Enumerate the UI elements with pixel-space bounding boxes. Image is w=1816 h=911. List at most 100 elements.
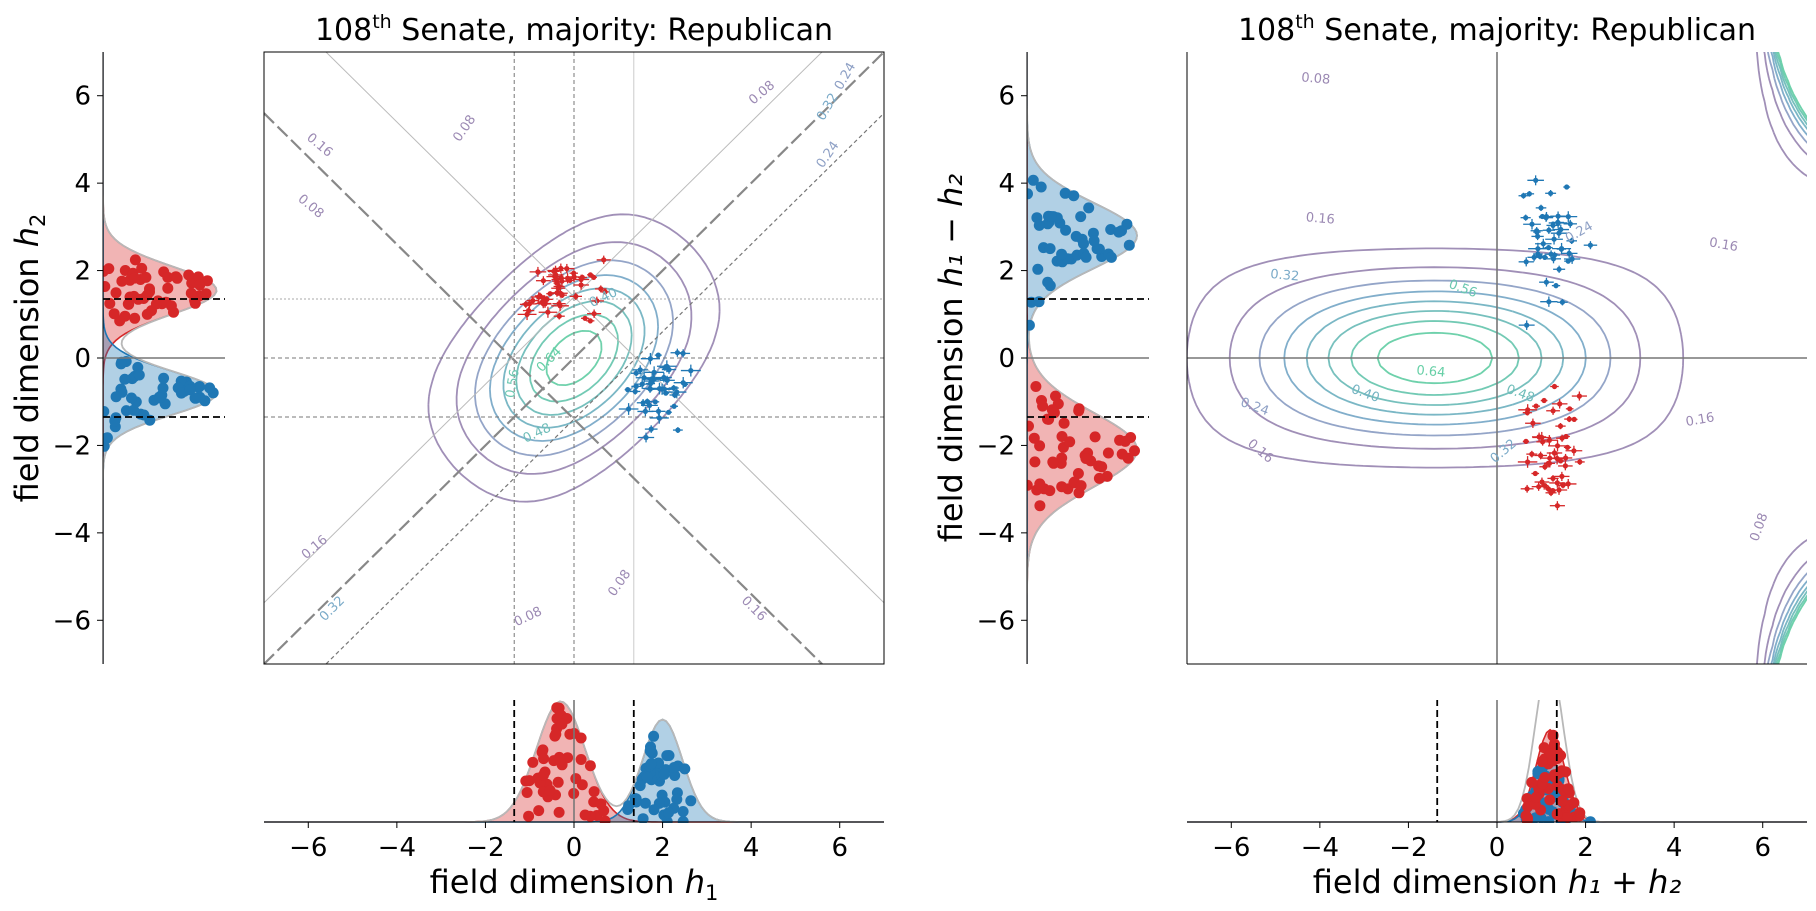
left-h2-marginal-point-democrat <box>157 382 169 394</box>
left-h2-marginal-point-democrat <box>194 381 206 392</box>
left-h1-marginal-point-democrat <box>661 750 673 762</box>
left-republican-point <box>578 282 584 288</box>
right-democrat-point <box>1558 226 1564 233</box>
right-sum-marginal-point-republican <box>1574 807 1586 819</box>
left-republican-point <box>555 285 561 291</box>
left-democrat-point <box>682 381 688 387</box>
right-democrat-point <box>1587 242 1593 248</box>
right-diff-marginal-point-democrat <box>1113 226 1125 238</box>
right-y-axis-label: field dimension h₁ − h₂ <box>932 174 970 543</box>
left-h2-marginal-point-democrat <box>110 391 122 403</box>
left-democrat-point <box>646 402 653 408</box>
right-democrat-point <box>1523 259 1529 265</box>
right-x-ticks: −6 −4 −2 0 2 4 6 <box>1212 822 1771 863</box>
right-sum-marginal-point-republican <box>1545 748 1557 760</box>
right-diff-marginal-point-democrat <box>1033 219 1045 231</box>
right-republican-point <box>1554 443 1561 449</box>
right-democrat-point <box>1524 322 1530 328</box>
right-republican-point <box>1566 416 1572 422</box>
right-diff-marginal-point-democrat <box>1035 181 1047 193</box>
left-democrat-point <box>644 398 650 405</box>
left-h2-marginal-point-democrat <box>103 440 110 452</box>
right-sum-marginal-point-republican <box>1536 756 1548 768</box>
right-x-tick-label: 2 <box>1577 833 1594 863</box>
left-h2-marginal-point-republican <box>116 275 128 287</box>
right-contour-label: 0.16 <box>1305 210 1335 227</box>
right-diff-marginal-point-democrat <box>1044 243 1056 255</box>
left-h2-marginal-point-republican <box>140 271 152 283</box>
left-h2-marginal-point-republican <box>110 287 122 299</box>
right-republican-point <box>1529 451 1535 457</box>
left-h2-marginal-point-republican <box>129 272 141 284</box>
left-x-tick-label: 0 <box>566 833 583 863</box>
left-h1-marginal-point-republican <box>527 756 539 768</box>
right-republican-point <box>1524 486 1530 492</box>
right-diff-marginal-point-democrat <box>1088 235 1100 247</box>
left-democrat-point <box>648 426 654 432</box>
left-h2-marginal-point-republican <box>129 254 141 266</box>
left-h1-marginal-point-democrat <box>677 806 689 817</box>
right-democrat-point <box>1569 238 1575 244</box>
right-diff-marginal-point-democrat <box>1075 211 1087 223</box>
right-republican-point <box>1554 455 1560 462</box>
left-guide-lines <box>264 52 884 664</box>
left-h1-marginal-point-democrat <box>669 770 681 781</box>
right-republican-point <box>1540 439 1546 445</box>
left-h1-marginal-point-republican <box>538 753 550 765</box>
right-diff-marginal-point-republican <box>1056 431 1068 442</box>
left-h2-marginal-point-republican <box>165 300 177 312</box>
right-contour-label: 0.24 <box>1238 395 1270 419</box>
right-sum-marginal-point-republican <box>1562 783 1574 795</box>
right-diff-marginal-point-democrat <box>1045 211 1057 222</box>
left-h2-marginal-point-republican <box>150 298 162 310</box>
right-diff-marginal-point-republican <box>1027 420 1034 432</box>
left-democrat-point <box>647 386 653 392</box>
left-x-tick-label: −6 <box>289 833 327 863</box>
left-democrat-point <box>661 374 667 381</box>
left-h2-marginal-point-democrat <box>133 369 145 381</box>
left-democrat-point <box>643 434 649 441</box>
left-marginal-h1-content <box>264 700 884 823</box>
right-democrat-point <box>1559 299 1565 305</box>
left-h1-marginal-point-democrat <box>645 758 657 770</box>
right-contour-label: 0.16 <box>1244 436 1276 466</box>
left-h1-marginal-point-republican <box>570 773 582 785</box>
left-republican-point <box>557 290 564 296</box>
right-democrat-point <box>1543 279 1549 285</box>
left-h1-marginal-point-democrat <box>622 804 634 815</box>
right-democrat-point <box>1534 229 1540 235</box>
right-diff-marginal-point-republican <box>1027 479 1033 491</box>
right-diff-marginal-point-republican <box>1044 485 1056 497</box>
left-democrat-point <box>656 415 662 421</box>
left-democrat-point <box>652 399 658 405</box>
left-h2-marginal-point-republican <box>185 287 197 299</box>
right-republican-point <box>1576 393 1582 399</box>
right-contour-level-2 <box>1228 52 1807 664</box>
left-republican-point <box>601 257 607 263</box>
right-x-tick-label: −2 <box>1389 833 1427 863</box>
left-h1-marginal-point-democrat <box>637 813 649 823</box>
right-republican-point <box>1523 438 1529 444</box>
left-republican-point <box>557 303 563 309</box>
left-h1-marginal-point-republican <box>579 809 591 821</box>
left-h1-marginal-point-republican <box>575 754 587 765</box>
left-y-tick-label: 6 <box>74 82 91 112</box>
left-republican-point <box>535 269 541 275</box>
left-x-tick-label: 6 <box>831 833 848 863</box>
right-contour-label: 0.32 <box>1270 267 1300 284</box>
right-republican-point <box>1551 450 1558 456</box>
right-y-tick-label: −4 <box>977 519 1015 549</box>
right-diff-marginal-point-republican <box>1050 390 1061 402</box>
left-h1-marginal-point-republican <box>584 760 596 772</box>
left-h2-marginal-point-republican <box>200 288 212 300</box>
right-marginal-diff-content <box>1027 52 1149 664</box>
right-contour-label: 0.16 <box>1708 235 1739 255</box>
right-contour-level-8 <box>1376 52 1807 664</box>
right-democrat-point <box>1531 254 1537 260</box>
right-y-tick-label: 0 <box>998 344 1015 374</box>
left-democrat-point <box>674 350 681 356</box>
left-main-panel: 0.080.080.080.160.160.240.320.400.480.56… <box>263 11 885 665</box>
right-sum-density-democrat <box>1187 752 1807 823</box>
left-democrat-point <box>625 387 631 393</box>
